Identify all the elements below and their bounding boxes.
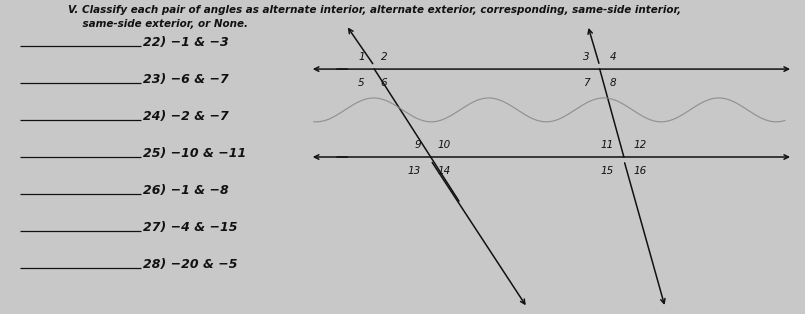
Text: 14: 14: [437, 166, 450, 176]
Text: 8: 8: [609, 78, 616, 88]
Text: 12: 12: [634, 140, 646, 150]
Text: V. Classify each pair of angles as alternate interior, alternate exterior, corre: V. Classify each pair of angles as alter…: [68, 5, 682, 15]
Text: same-side exterior, or None.: same-side exterior, or None.: [68, 19, 249, 29]
Text: 13: 13: [408, 166, 421, 176]
Text: 6: 6: [381, 78, 387, 88]
Text: 10: 10: [437, 140, 450, 150]
Text: 7: 7: [584, 78, 590, 88]
Text: 16: 16: [634, 166, 646, 176]
Text: 15: 15: [601, 166, 614, 176]
Text: 28) −20 & −5: 28) −20 & −5: [143, 258, 237, 271]
Text: 9: 9: [415, 140, 421, 150]
Text: 23) −6 & −7: 23) −6 & −7: [143, 73, 229, 86]
Text: 2: 2: [381, 52, 387, 62]
Text: 3: 3: [584, 52, 590, 62]
Text: 24) −2 & −7: 24) −2 & −7: [143, 110, 229, 123]
Text: 1: 1: [358, 52, 365, 62]
Text: 5: 5: [358, 78, 365, 88]
Text: 22) −1 & −3: 22) −1 & −3: [143, 36, 229, 49]
Text: 26) −1 & −8: 26) −1 & −8: [143, 184, 229, 197]
Text: 27) −4 & −15: 27) −4 & −15: [143, 221, 237, 234]
Text: 4: 4: [609, 52, 616, 62]
Text: 25) −10 & −11: 25) −10 & −11: [143, 147, 246, 160]
Text: 11: 11: [601, 140, 614, 150]
